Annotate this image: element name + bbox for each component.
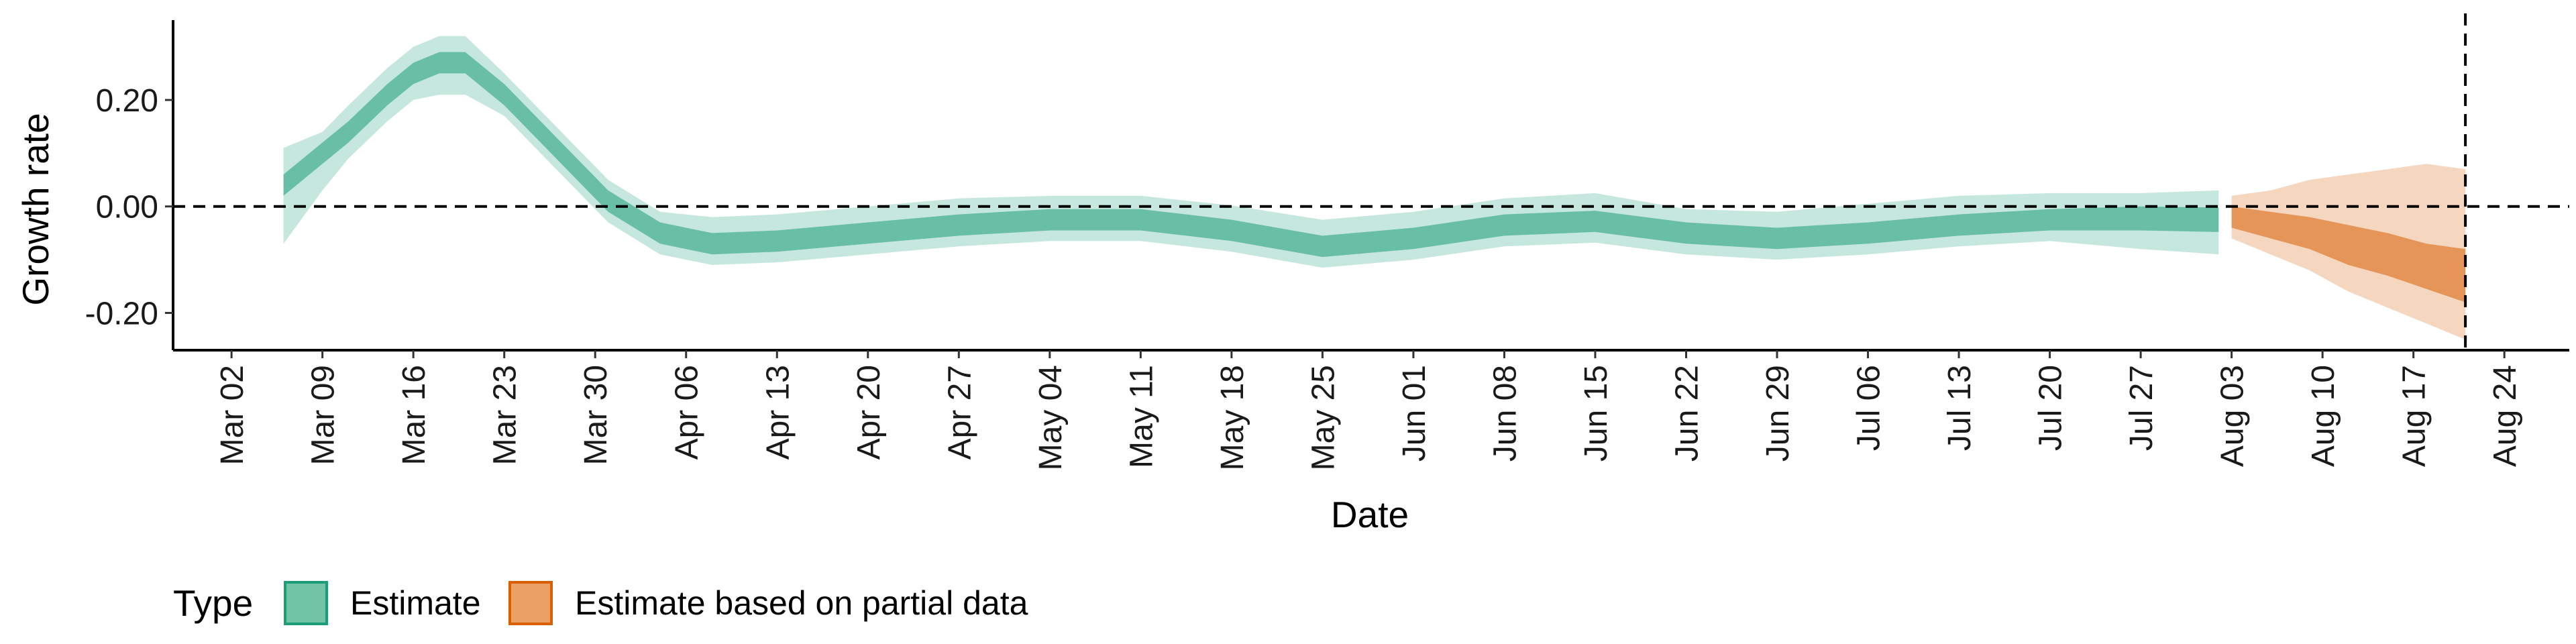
x-tick-label: May 04: [1033, 365, 1069, 470]
legend-swatch-estimate: [284, 581, 328, 625]
x-tick-label: May 11: [1124, 365, 1159, 468]
x-tick-label: May 25: [1305, 365, 1341, 470]
x-tick-label: Mar 09: [306, 365, 341, 465]
x-tick-label: Mar 02: [215, 365, 250, 465]
x-tick-label: Aug 03: [2215, 365, 2251, 467]
x-tick-label: Mar 23: [488, 365, 523, 465]
outer-ribbon-estimate: [283, 36, 2219, 268]
reference-lines: [173, 13, 2569, 350]
x-tick-label: Jun 08: [1487, 365, 1523, 462]
inner-ribbon-estimate: [283, 52, 2219, 258]
x-tick-label: Apr 06: [669, 365, 705, 460]
x-tick-label: Aug 17: [2397, 365, 2432, 467]
y-tick-label: 0.20: [96, 83, 158, 119]
x-tick-label: Apr 27: [942, 365, 977, 460]
x-tick-label: Apr 13: [760, 365, 796, 460]
x-tick-label: Aug 10: [2306, 365, 2341, 467]
x-tick-label: Jun 15: [1578, 365, 1614, 462]
legend-swatch-partial-data: [508, 581, 553, 625]
legend-label-estimate: Estimate: [350, 584, 481, 622]
x-tick-label: Jul 06: [1851, 365, 1887, 451]
axes-layer: 0.20 0.00 -0.20 Mar 02 Mar 09 Mar 16 Mar 23 Mar…: [85, 20, 2569, 470]
x-tick-label: Apr 20: [851, 365, 887, 460]
x-tick-label: Jun 22: [1669, 365, 1705, 462]
legend-label-partial-data: Estimate based on partial data: [575, 584, 1028, 622]
x-tick-label: May 18: [1215, 365, 1250, 470]
x-tick-label: Jul 13: [1942, 365, 1978, 451]
legend: Type Estimate Estimate based on partial …: [173, 581, 1028, 625]
x-axis-title: Date: [1331, 494, 1409, 535]
y-tick-label: -0.20: [85, 296, 158, 331]
x-tick-label: Jun 29: [1760, 365, 1796, 462]
y-axis-title: Growth rate: [15, 113, 56, 305]
x-tick-label: Jun 01: [1397, 365, 1432, 462]
inner-ribbon-partial-data: [2231, 206, 2466, 303]
x-tick-label: Jul 27: [2124, 365, 2159, 451]
x-tick-label: Mar 30: [578, 365, 614, 465]
x-tick-label: Aug 24: [2487, 365, 2523, 467]
x-tick-label: Mar 16: [396, 365, 432, 465]
x-tick-label: Jul 20: [2033, 365, 2069, 451]
y-tick-label: 0.00: [96, 190, 158, 225]
ribbons-layer: [283, 36, 2466, 340]
legend-title: Type: [173, 582, 253, 624]
